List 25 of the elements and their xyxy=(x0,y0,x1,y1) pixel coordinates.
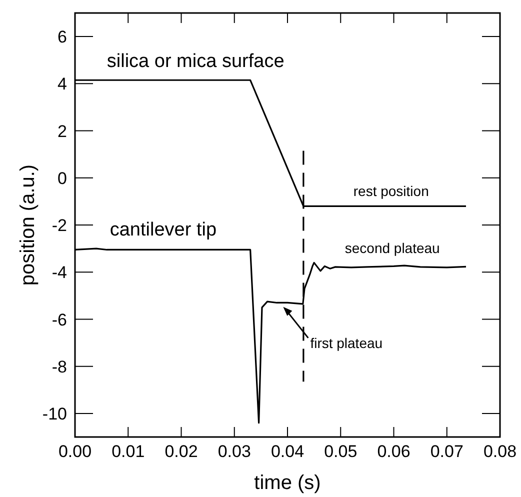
annotation: first plateau xyxy=(310,334,383,351)
annotation: cantilever tip xyxy=(110,220,217,241)
annotation: rest position xyxy=(353,183,429,200)
annotation: second plateau xyxy=(344,240,440,256)
y-tick-label: 6 xyxy=(58,28,67,47)
y-tick-label: 4 xyxy=(58,74,67,94)
x-tick-label: 0.00 xyxy=(58,442,92,462)
x-tick-label: 0.03 xyxy=(218,442,251,462)
y-tick-label: -2 xyxy=(52,216,67,236)
y-tick-label: -10 xyxy=(42,404,67,424)
x-tick-label: 0.05 xyxy=(324,442,358,462)
y-tick-label: -8 xyxy=(52,357,67,376)
y-tick-label: -4 xyxy=(52,263,67,282)
x-tick-label: 0.04 xyxy=(270,442,304,462)
y-tick-label: 2 xyxy=(58,122,67,141)
x-axis-title: time (s) xyxy=(254,472,321,494)
y-axis-title: position (a.u.) xyxy=(17,164,39,286)
x-tick-label: 0.06 xyxy=(377,442,410,462)
x-tick-label: 0.08 xyxy=(483,442,517,462)
x-tick-label: 0.07 xyxy=(430,442,464,462)
annotation: silica or mica surface xyxy=(106,50,284,72)
y-tick-label: -6 xyxy=(52,310,67,330)
x-tick-label: 0.01 xyxy=(112,442,145,462)
y-tick-label: 0 xyxy=(58,168,67,188)
x-tick-label: 0.02 xyxy=(164,442,198,462)
